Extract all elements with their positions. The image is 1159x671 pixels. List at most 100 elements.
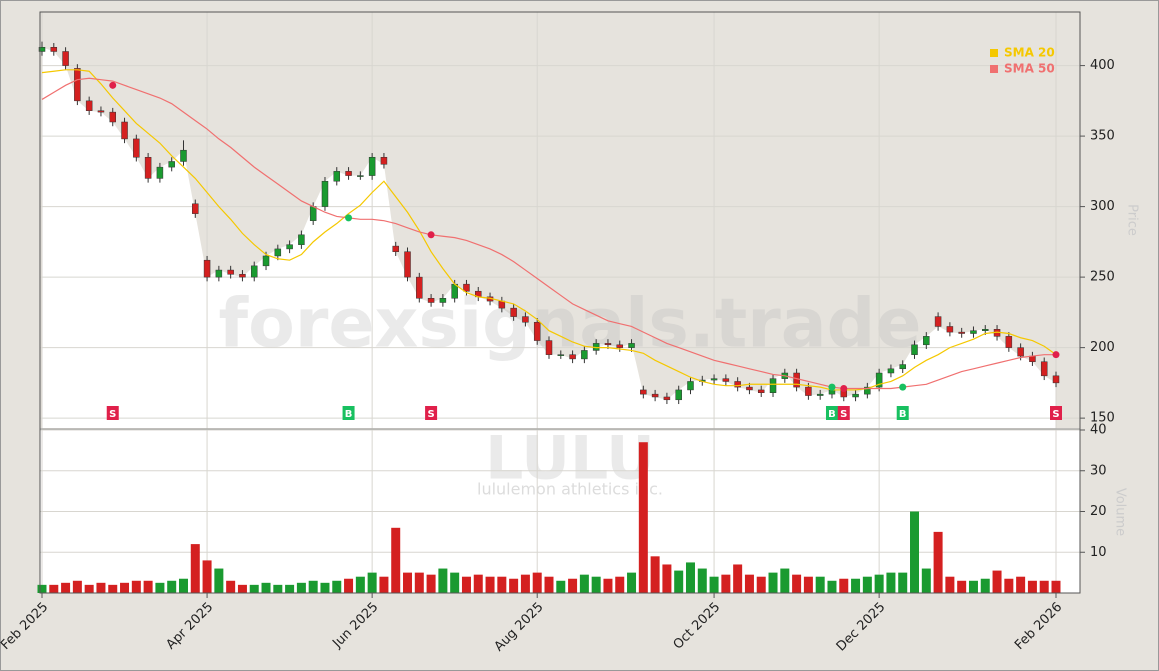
- candle-body: [875, 372, 883, 388]
- volume-bar: [674, 570, 684, 593]
- signal-badge: [106, 406, 119, 420]
- candle-body: [97, 110, 105, 113]
- candle-body: [522, 316, 529, 323]
- volume-bar: [733, 564, 743, 593]
- candle-body: [180, 149, 187, 162]
- signal-dot: [828, 383, 836, 391]
- volume-bar: [178, 578, 188, 593]
- volume-bar: [697, 568, 707, 593]
- candle-body: [368, 156, 376, 176]
- candle-body: [510, 307, 517, 317]
- volume-bar: [261, 582, 271, 593]
- volume-bar: [355, 576, 365, 593]
- candle-body: [298, 234, 305, 245]
- candle-body: [239, 274, 246, 278]
- volume-bar: [780, 568, 790, 593]
- candle-body: [769, 378, 777, 393]
- volume-bar: [167, 580, 177, 593]
- volume-bar: [461, 576, 471, 593]
- signal-dot: [345, 214, 353, 222]
- candle-body: [946, 326, 954, 333]
- volume-bar: [627, 572, 637, 593]
- signal-label: S: [427, 409, 434, 420]
- volume-bar: [155, 582, 165, 593]
- volume-bar: [579, 574, 589, 593]
- volume-bar: [803, 576, 813, 593]
- volume-bar: [450, 572, 460, 593]
- candle-body: [923, 336, 930, 346]
- candle-body: [262, 255, 270, 267]
- y-tick-label: 30: [1090, 463, 1107, 478]
- volume-bar: [992, 570, 1002, 593]
- volume-bar: [320, 582, 330, 593]
- candle-body: [569, 354, 576, 360]
- candle-body: [663, 396, 671, 401]
- candle-body: [392, 245, 399, 252]
- candle-body: [911, 344, 918, 355]
- y-tick-label: 20: [1090, 504, 1107, 519]
- candle-body: [192, 203, 199, 214]
- candle-body: [675, 389, 682, 401]
- volume-bar: [226, 580, 236, 593]
- volume-bar: [768, 572, 778, 593]
- price-area: [42, 47, 1056, 428]
- volume-bar: [37, 584, 47, 593]
- y-tick-label: 40: [1090, 423, 1107, 438]
- candle-body: [133, 138, 140, 158]
- volume-bar: [815, 576, 825, 593]
- candle-body: [1052, 375, 1060, 384]
- candle-body: [85, 100, 93, 111]
- volume-bar: [544, 576, 554, 593]
- candle-body: [982, 329, 989, 331]
- volume-bar: [886, 572, 896, 593]
- candle-body: [321, 180, 329, 207]
- volume-bar: [615, 576, 625, 593]
- candle-body: [286, 244, 293, 250]
- volume-bar: [237, 584, 247, 593]
- volume-bar: [308, 580, 318, 593]
- candle-body: [215, 269, 223, 278]
- candle-body: [427, 298, 435, 303]
- volume-bar: [851, 578, 861, 593]
- volume-bar: [650, 556, 660, 593]
- candle-body: [274, 248, 282, 257]
- sma-line: [41, 69, 1057, 391]
- y-tick-label: 200: [1090, 340, 1115, 355]
- volume-bar: [143, 580, 153, 593]
- candle-body: [439, 298, 447, 303]
- candle-body: [62, 51, 69, 66]
- y-tick-label: 300: [1090, 199, 1115, 214]
- y-tick-label: 10: [1090, 545, 1107, 560]
- volume-bar: [273, 584, 283, 593]
- signal-label: B: [828, 409, 836, 420]
- volume-bar: [84, 584, 94, 593]
- candle-body: [250, 265, 258, 278]
- candle-body: [545, 340, 553, 355]
- candle-body: [687, 381, 694, 391]
- volume-bar: [96, 582, 106, 593]
- volume-bar: [968, 580, 978, 593]
- volume-bar: [249, 584, 259, 593]
- volume-bar: [744, 574, 754, 593]
- volume-bar: [1004, 578, 1014, 593]
- volume-bar: [921, 568, 931, 593]
- signal-dot: [427, 231, 435, 239]
- candle-body: [1040, 361, 1048, 377]
- signal-label: S: [840, 409, 847, 420]
- candle-body: [793, 372, 800, 388]
- candle-body: [816, 393, 824, 396]
- volume-bar: [638, 442, 648, 593]
- volume-bar: [414, 572, 424, 593]
- volume-bar: [862, 576, 872, 593]
- volume-bar: [721, 574, 731, 593]
- volume-bar: [945, 576, 955, 593]
- candle-body: [38, 47, 46, 52]
- candle-body: [227, 269, 234, 275]
- volume-bar: [756, 576, 766, 593]
- candle-body: [934, 316, 942, 327]
- candle-body: [533, 321, 541, 341]
- volume-bar: [1027, 580, 1037, 593]
- volume-bar: [568, 578, 578, 593]
- candle-body: [50, 47, 58, 52]
